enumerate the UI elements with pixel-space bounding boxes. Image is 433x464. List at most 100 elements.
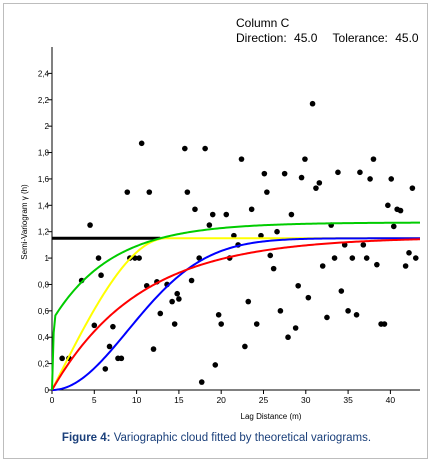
power_rise-model-curve [51, 221, 421, 391]
exponential-model-curve [51, 238, 421, 391]
data-point [277, 308, 284, 314]
y-tick-label: 0,2 [38, 360, 50, 369]
data-point [169, 298, 175, 305]
data-point [110, 323, 116, 330]
data-point [264, 189, 270, 195]
data-point [305, 294, 312, 301]
data-point [331, 255, 338, 261]
x-tick-label: 30 [301, 395, 311, 405]
y-tick-label: 0 [45, 386, 50, 395]
data-point [274, 228, 280, 235]
direction-label: Direction: [236, 31, 287, 45]
data-point [292, 325, 299, 331]
data-point [397, 207, 404, 214]
gaussian-model-curve [51, 237, 420, 391]
data-point [313, 185, 319, 191]
data-point [132, 255, 138, 261]
y-axis-label: Semi-Variogram γ (h) [20, 184, 29, 260]
data-point [353, 312, 360, 318]
x-tick-label: 35 [343, 395, 353, 405]
data-point [202, 145, 208, 152]
data-point [182, 145, 188, 152]
y-tick-label: 0,6 [38, 307, 50, 316]
y-tick-label: 0,8 [38, 280, 50, 289]
data-point [253, 321, 260, 327]
data-point [258, 232, 264, 239]
x-tick-label: 5 [92, 395, 97, 405]
data-point [381, 321, 388, 327]
data-point [188, 277, 195, 284]
data-point [231, 232, 237, 239]
direction-value: 45.0 [294, 31, 318, 45]
data-point [349, 255, 356, 261]
y-axis: 0 0,2 0,4 0,6 0,8 1 1,2 1,4 1,6 1,8 2 2,2 2,4 [38, 47, 53, 395]
data-point [192, 206, 198, 213]
data-point [363, 255, 370, 261]
data-point [357, 169, 363, 176]
x-axis-label: Lag Distance (m) [241, 412, 302, 421]
data-point [91, 322, 98, 329]
x-tick-label: 0 [50, 395, 55, 405]
data-point [124, 189, 131, 195]
data-point [218, 321, 224, 327]
caption-label: Figure 4: [61, 432, 111, 444]
data-point [367, 176, 373, 182]
data-point [87, 222, 93, 228]
data-point [176, 296, 182, 302]
data-point [157, 310, 164, 317]
data-point [198, 379, 205, 385]
data-point [267, 252, 274, 259]
data-point [238, 156, 245, 162]
data-point [298, 174, 305, 181]
data-point [360, 242, 367, 248]
caption-text: Variographic cloud fitted by theoretical… [113, 432, 372, 444]
chart-title: Column C [236, 16, 290, 30]
variogram-chart: Column C Direction: 45.0 Tolerance: 45.0… [20, 16, 421, 421]
data-point [341, 242, 348, 248]
data-point [206, 222, 213, 228]
data-point [95, 255, 102, 261]
x-tick-label: 25 [259, 395, 269, 405]
data-point [319, 263, 326, 269]
data-point [309, 100, 316, 107]
y-tick-label: 1,2 [38, 228, 50, 237]
data-point [412, 255, 419, 261]
data-point [295, 282, 301, 289]
data-point [223, 211, 230, 218]
data-point [245, 298, 252, 305]
data-point [184, 189, 191, 195]
y-tick-label: 2,2 [38, 96, 50, 105]
data-point [102, 366, 109, 372]
y-tick-label: 2 [45, 122, 50, 131]
data-point [171, 321, 178, 327]
data-point [338, 288, 345, 294]
y-tick-label: 0,4 [38, 333, 50, 342]
data-point [261, 170, 268, 177]
data-point [174, 290, 181, 297]
data-point [146, 189, 153, 195]
data-point [370, 156, 377, 162]
y-tick-label: 1 [45, 254, 50, 263]
data-point [390, 223, 397, 230]
tolerance-value: 45.0 [395, 31, 419, 45]
data-point [324, 314, 330, 321]
data-point [409, 185, 416, 191]
data-point [316, 180, 323, 186]
x-axis: 0 5 10 15 20 25 30 35 40 [50, 389, 420, 405]
data-point [136, 255, 142, 261]
data-point [59, 355, 65, 362]
plot-area [51, 100, 421, 391]
data-point [406, 250, 412, 256]
data-point [281, 170, 288, 177]
data-point [388, 176, 395, 182]
x-tick-label: 20 [216, 395, 226, 405]
x-tick-label: 15 [174, 395, 184, 405]
x-tick-label: 40 [386, 395, 396, 405]
data-point [270, 265, 277, 272]
data-point [385, 202, 391, 209]
data-point [374, 261, 380, 268]
data-point [335, 169, 341, 176]
data-point [209, 211, 216, 218]
data-point [285, 334, 291, 341]
data-point [138, 140, 145, 147]
